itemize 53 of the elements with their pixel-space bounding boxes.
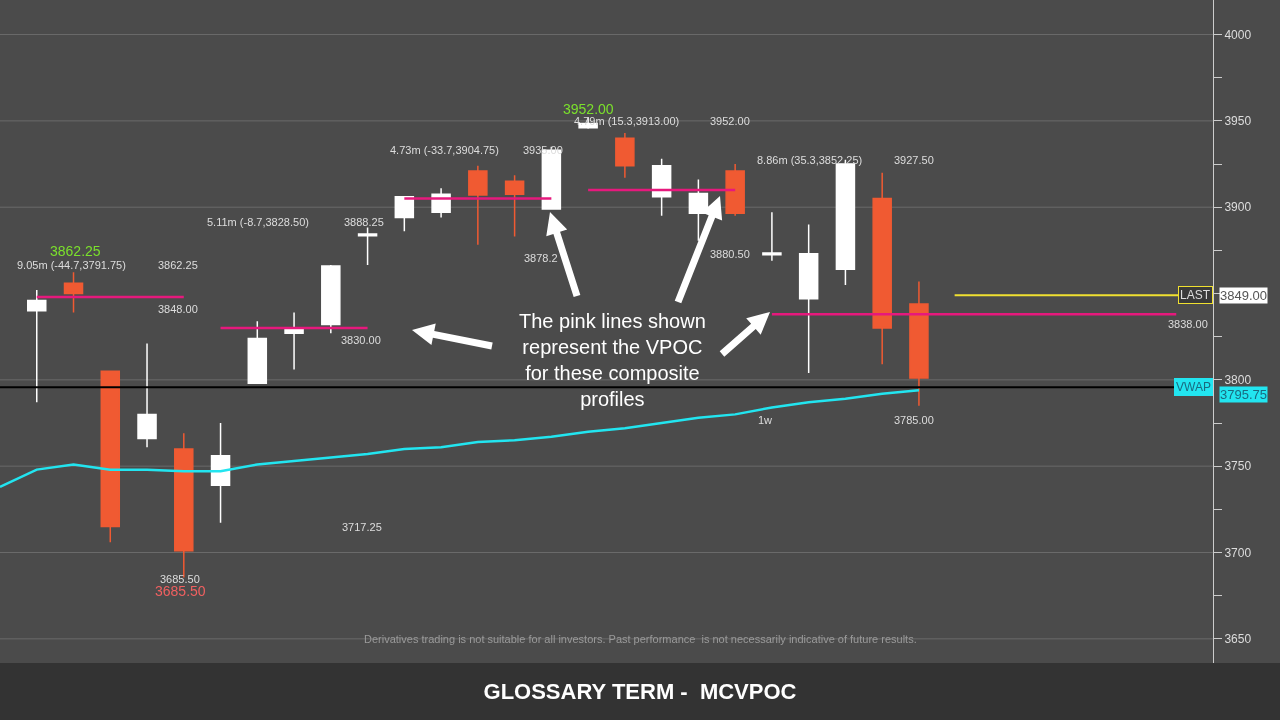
annotation: 3717.25 (342, 521, 382, 533)
y-tick-label: 3700 (1224, 545, 1252, 560)
candlestick (137, 342, 157, 448)
y-tick-label: 4000 (1224, 27, 1252, 42)
annotation: 1w (758, 414, 773, 426)
candlestick (651, 158, 672, 217)
candlestick (872, 171, 892, 366)
annotation: 3927.50 (894, 154, 934, 166)
candlestick (100, 370, 121, 543)
annotation: 3862.25 (158, 259, 198, 271)
annotation: 9.05m (-44.7,3791.75) (17, 259, 126, 271)
candlestick (468, 165, 488, 246)
y-tick-label: 3650 (1224, 632, 1252, 647)
candlestick (504, 174, 525, 238)
text: 3849.00 (1220, 288, 1267, 303)
annotation: 4.73m (-33.7,3904.75) (390, 144, 499, 156)
annotation: 3830.00 (341, 334, 381, 346)
annotation: 3685.50 (160, 573, 200, 585)
annotation: 3952.00 (563, 101, 614, 117)
annotation: 3862.25 (50, 243, 101, 259)
candlestick (615, 132, 635, 179)
annotation: 8.86m (35.3,3852.25) (757, 154, 863, 166)
candlestick (321, 264, 341, 334)
y-tick-label: 3950 (1224, 114, 1252, 129)
ref-line-label: LAST (1180, 288, 1211, 302)
candlestick (688, 178, 709, 242)
candlestick (725, 163, 745, 217)
annotation: 3848.00 (158, 303, 198, 315)
candlestick (762, 211, 782, 262)
candlestick (909, 280, 929, 407)
candlestick (63, 271, 84, 314)
annotation: 3685.50 (155, 583, 206, 599)
annotation: The pink lines shown represent the VPOC for these composite profiles (519, 310, 706, 410)
candlestick (210, 422, 231, 524)
text: GLOSSARY TERM - MCVPOC (483, 678, 797, 704)
annotation: 3878.2 (524, 252, 558, 264)
annotation: 3785.00 (894, 414, 934, 426)
annotation: 3888.25 (344, 216, 384, 228)
candlestick (27, 289, 47, 404)
annotation: Derivatives trading is not suitable for all investors. Past performance is not necessarily indicative of future results. (364, 633, 917, 645)
candlestick (247, 320, 268, 385)
ref-line-label: VWAP (1176, 380, 1211, 394)
annotation: 3952.00 (710, 115, 750, 127)
y-tick-label: 3750 (1224, 459, 1252, 474)
annotation: 3838.00 (1168, 318, 1208, 330)
candlestick (284, 311, 304, 371)
y-tick-label: 3900 (1224, 200, 1252, 215)
candlestick (798, 223, 819, 374)
y-tick-label: 3800 (1224, 373, 1252, 388)
candlestick (357, 226, 378, 266)
text: 3795.75 (1220, 387, 1267, 402)
annotation: 5.11m (-8.7,3828.50) (207, 216, 309, 228)
annotation: 3880.50 (710, 248, 750, 260)
